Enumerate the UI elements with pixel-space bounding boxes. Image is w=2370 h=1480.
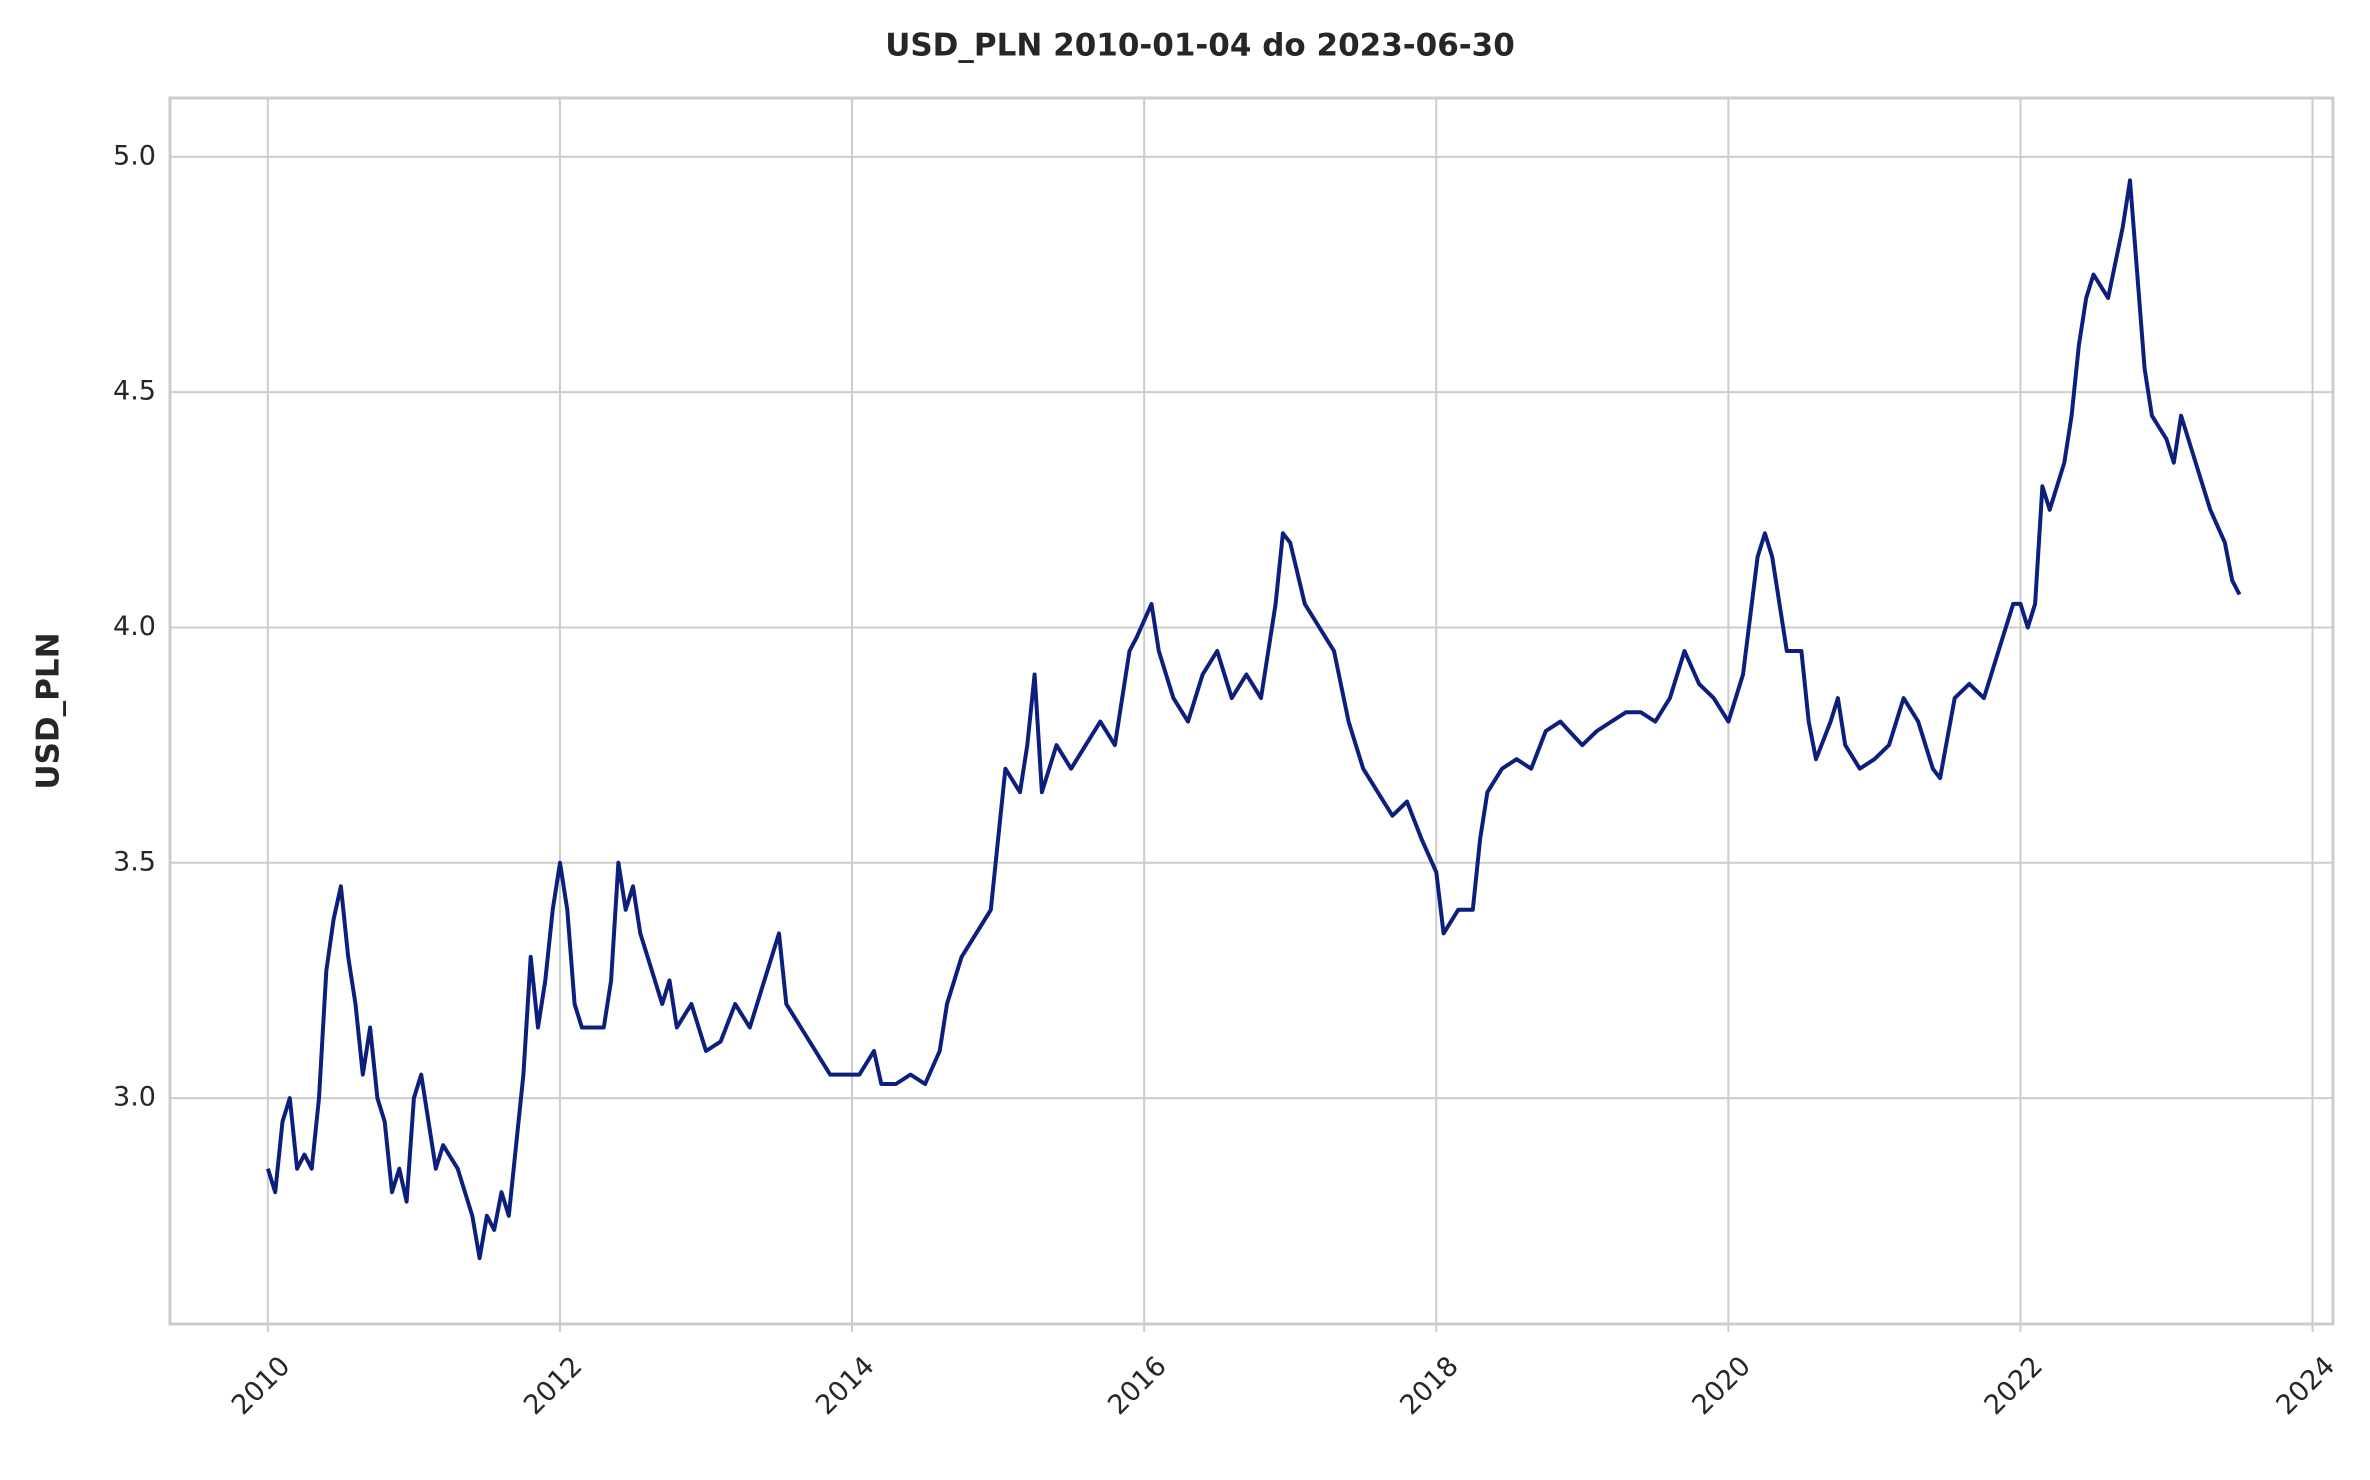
x-tick-label: 2022 xyxy=(1978,1351,2049,1422)
x-tick-label: 2016 xyxy=(1102,1351,1173,1422)
x-tick-label: 2010 xyxy=(226,1351,297,1422)
x-tick-label: 2018 xyxy=(1394,1351,1465,1422)
x-tick-label: 2020 xyxy=(1686,1351,1757,1422)
y-tick-label: 3.5 xyxy=(113,846,156,877)
x-tick-label: 2024 xyxy=(2271,1351,2342,1422)
data-line xyxy=(265,178,2242,1261)
x-tick-label: 2014 xyxy=(810,1351,881,1422)
chart-title: USD_PLN 2010-01-04 do 2023-06-30 xyxy=(885,28,1515,64)
y-tick-label: 5.0 xyxy=(113,140,156,171)
x-tick-label: 2012 xyxy=(518,1351,589,1422)
plot-frame xyxy=(168,96,2335,1326)
y-tick-label: 4.5 xyxy=(113,376,156,407)
y-tick-label: 4.0 xyxy=(113,611,156,642)
y-tick-label: 3.0 xyxy=(113,1082,156,1113)
y-axis-label: USD_PLN xyxy=(31,632,67,789)
